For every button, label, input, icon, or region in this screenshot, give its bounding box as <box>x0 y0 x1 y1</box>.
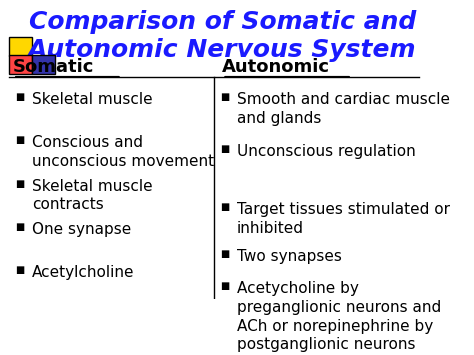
Text: One synapse: One synapse <box>32 222 131 237</box>
Text: Conscious and
unconscious movement: Conscious and unconscious movement <box>32 135 214 169</box>
Text: ■: ■ <box>220 248 229 258</box>
Text: Unconscious regulation: Unconscious regulation <box>237 144 416 159</box>
Text: Skeletal muscle
contracts: Skeletal muscle contracts <box>32 179 153 212</box>
Text: Somatic: Somatic <box>13 58 94 76</box>
FancyBboxPatch shape <box>9 55 32 74</box>
FancyBboxPatch shape <box>32 55 55 74</box>
Text: Acetylcholine: Acetylcholine <box>32 265 134 280</box>
Text: ■: ■ <box>220 202 229 212</box>
Text: ■: ■ <box>220 144 229 154</box>
Text: ■: ■ <box>220 282 229 291</box>
Text: Autonomic: Autonomic <box>222 58 330 76</box>
Text: Two synapses: Two synapses <box>237 248 342 263</box>
Text: Target tissues stimulated or
inhibited: Target tissues stimulated or inhibited <box>237 202 450 236</box>
Text: Smooth and cardiac muscle
and glands: Smooth and cardiac muscle and glands <box>237 92 450 126</box>
Text: Acetycholine by
preganglionic neurons and
ACh or norepinephrine by
postganglioni: Acetycholine by preganglionic neurons an… <box>237 282 441 352</box>
FancyBboxPatch shape <box>9 37 32 56</box>
Text: Skeletal muscle: Skeletal muscle <box>32 92 153 107</box>
Text: Comparison of Somatic and
Autonomic Nervous System: Comparison of Somatic and Autonomic Nerv… <box>28 10 417 62</box>
Text: ■: ■ <box>15 265 24 275</box>
Text: ■: ■ <box>220 92 229 102</box>
Text: ■: ■ <box>15 222 24 232</box>
Text: ■: ■ <box>15 92 24 102</box>
Text: ■: ■ <box>15 135 24 146</box>
Text: ■: ■ <box>15 179 24 189</box>
